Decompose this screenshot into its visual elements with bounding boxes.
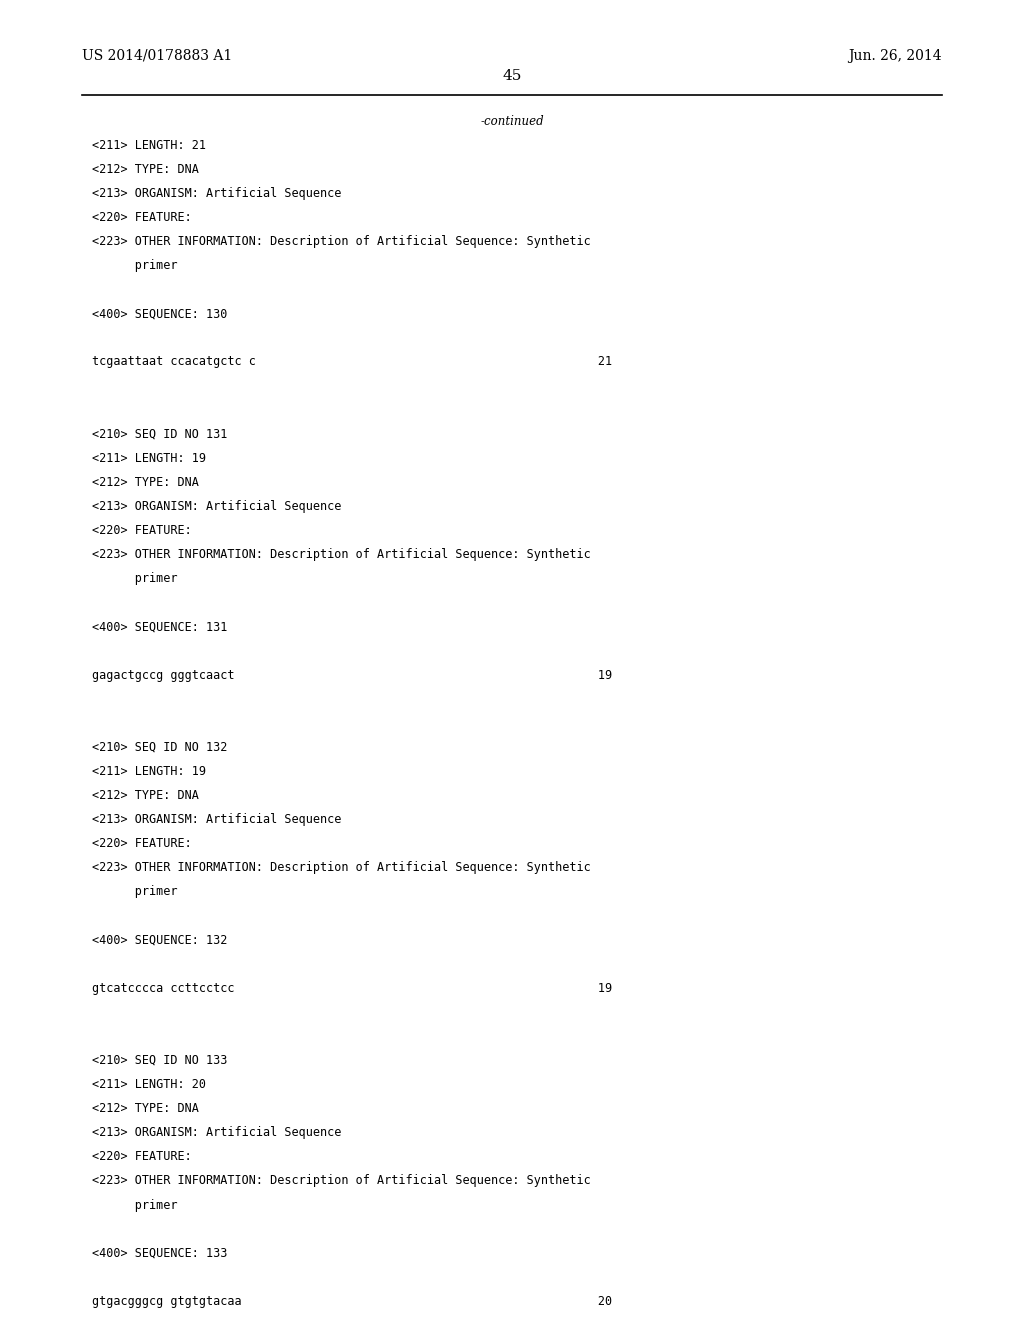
Text: <212> TYPE: DNA: <212> TYPE: DNA xyxy=(92,789,199,803)
Text: <213> ORGANISM: Artificial Sequence: <213> ORGANISM: Artificial Sequence xyxy=(92,1126,342,1139)
Text: <210> SEQ ID NO 132: <210> SEQ ID NO 132 xyxy=(92,741,227,754)
Text: <211> LENGTH: 19: <211> LENGTH: 19 xyxy=(92,764,206,777)
Text: primer: primer xyxy=(92,886,177,899)
Text: <213> ORGANISM: Artificial Sequence: <213> ORGANISM: Artificial Sequence xyxy=(92,500,342,513)
Text: <220> FEATURE:: <220> FEATURE: xyxy=(92,1150,191,1163)
Text: <400> SEQUENCE: 133: <400> SEQUENCE: 133 xyxy=(92,1246,227,1259)
Text: <213> ORGANISM: Artificial Sequence: <213> ORGANISM: Artificial Sequence xyxy=(92,186,342,199)
Text: <400> SEQUENCE: 131: <400> SEQUENCE: 131 xyxy=(92,620,227,634)
Text: gagactgccg gggtcaact                                                   19: gagactgccg gggtcaact 19 xyxy=(92,668,612,681)
Text: <210> SEQ ID NO 133: <210> SEQ ID NO 133 xyxy=(92,1053,227,1067)
Text: <220> FEATURE:: <220> FEATURE: xyxy=(92,524,191,537)
Text: <213> ORGANISM: Artificial Sequence: <213> ORGANISM: Artificial Sequence xyxy=(92,813,342,826)
Text: gtcatcccca ccttcctcc                                                   19: gtcatcccca ccttcctcc 19 xyxy=(92,982,612,995)
Text: <220> FEATURE:: <220> FEATURE: xyxy=(92,837,191,850)
Text: primer: primer xyxy=(92,259,177,272)
Text: <400> SEQUENCE: 130: <400> SEQUENCE: 130 xyxy=(92,308,227,321)
Text: <223> OTHER INFORMATION: Description of Artificial Sequence: Synthetic: <223> OTHER INFORMATION: Description of … xyxy=(92,235,591,248)
Text: primer: primer xyxy=(92,573,177,585)
Text: <211> LENGTH: 20: <211> LENGTH: 20 xyxy=(92,1078,206,1092)
Text: <211> LENGTH: 21: <211> LENGTH: 21 xyxy=(92,139,206,152)
Text: Jun. 26, 2014: Jun. 26, 2014 xyxy=(849,49,942,63)
Text: <212> TYPE: DNA: <212> TYPE: DNA xyxy=(92,162,199,176)
Text: <212> TYPE: DNA: <212> TYPE: DNA xyxy=(92,477,199,488)
Text: <220> FEATURE:: <220> FEATURE: xyxy=(92,211,191,224)
Text: <400> SEQUENCE: 132: <400> SEQUENCE: 132 xyxy=(92,933,227,946)
Text: US 2014/0178883 A1: US 2014/0178883 A1 xyxy=(82,49,232,63)
Text: primer: primer xyxy=(92,1199,177,1212)
Text: gtgacgggcg gtgtgtacaa                                                  20: gtgacgggcg gtgtgtacaa 20 xyxy=(92,1295,612,1308)
Text: -continued: -continued xyxy=(480,115,544,128)
Text: <223> OTHER INFORMATION: Description of Artificial Sequence: Synthetic: <223> OTHER INFORMATION: Description of … xyxy=(92,548,591,561)
Text: <223> OTHER INFORMATION: Description of Artificial Sequence: Synthetic: <223> OTHER INFORMATION: Description of … xyxy=(92,1175,591,1188)
Text: <212> TYPE: DNA: <212> TYPE: DNA xyxy=(92,1102,199,1115)
Text: tcgaattaat ccacatgctc c                                                21: tcgaattaat ccacatgctc c 21 xyxy=(92,355,612,368)
Text: <210> SEQ ID NO 131: <210> SEQ ID NO 131 xyxy=(92,428,227,441)
Text: 45: 45 xyxy=(503,69,521,83)
Text: <223> OTHER INFORMATION: Description of Artificial Sequence: Synthetic: <223> OTHER INFORMATION: Description of … xyxy=(92,861,591,874)
Text: <211> LENGTH: 19: <211> LENGTH: 19 xyxy=(92,451,206,465)
